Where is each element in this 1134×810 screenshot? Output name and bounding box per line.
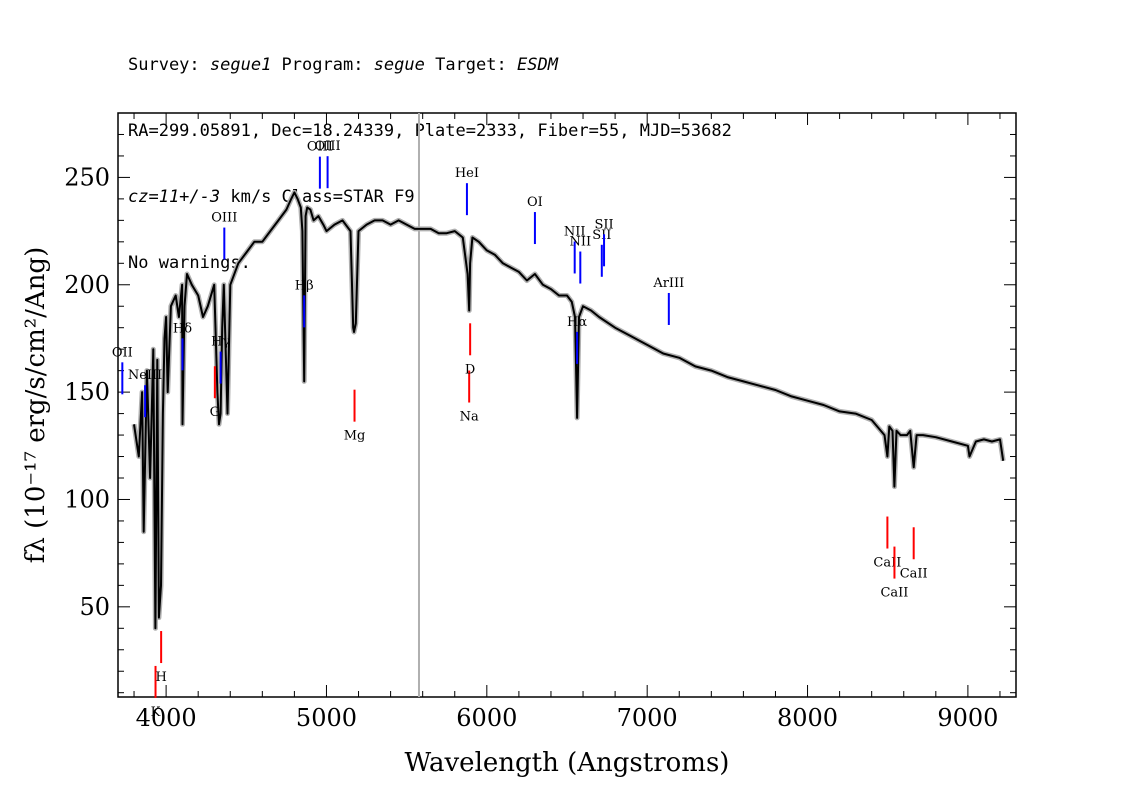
absorption-line-label: CaII (900, 566, 928, 581)
x-axis-label: Wavelength (Angstroms) (405, 748, 730, 778)
class-text: km/s Class=STAR F9 (220, 187, 415, 207)
header-line-1: Survey: segue1 Program: segue Target: ES… (128, 54, 732, 76)
absorption-line-label: Na (460, 410, 479, 425)
y-tick-label: 50 (79, 593, 110, 621)
axis-ticks: 4000 5000 6000 7000 8000 9000 50 100 150 200 250 (64, 112, 1016, 732)
emission-line-label: ArIII (652, 276, 684, 291)
target-value: ESDM (516, 55, 558, 75)
emission-line-label: NeIII (128, 368, 162, 383)
plot-frame (117, 112, 1017, 698)
x-tick-label: 9000 (937, 704, 998, 732)
emission-line-label: Hα (567, 315, 587, 330)
y-tick-label: 100 (64, 485, 110, 513)
absorption-line-label: H (155, 670, 166, 685)
emission-line-label: OIII (315, 139, 341, 154)
absorption-line-label: K (151, 705, 161, 720)
emission-line-label: Hδ (173, 321, 192, 336)
emission-line-label: HeI (455, 166, 479, 181)
emission-line-label: Hγ (211, 335, 230, 350)
x-tick-label: 5000 (296, 704, 357, 732)
y-tick-label: 250 (64, 163, 110, 191)
x-tick-label: 4000 (136, 704, 197, 732)
absorption-line-label: CaII (873, 556, 901, 571)
emission-line-label: OI (527, 195, 543, 210)
emission-line-label: NII (564, 224, 586, 239)
survey-label: Survey: (128, 55, 210, 75)
target-label: Target: (424, 55, 517, 75)
x-tick-label: 6000 (456, 704, 517, 732)
emission-line-label: OIII (211, 211, 237, 226)
x-tick-label: 7000 (617, 704, 678, 732)
absorption-line-label: G (210, 405, 220, 420)
emission-line-label: SII (594, 217, 613, 232)
y-axis-label: fλ (10⁻¹⁷ erg/s/cm²/Ang) (21, 247, 51, 563)
header-line-4: No warnings. (128, 253, 251, 273)
y-tick-label: 150 (64, 378, 110, 406)
absorption-line-label: D (465, 362, 475, 377)
header-line-2: RA=299.05891, Dec=18.24339, Plate=2333, … (128, 121, 732, 141)
survey-value: segue1 (209, 55, 272, 75)
x-tick-label: 8000 (777, 704, 838, 732)
absorption-line-label: CaII (880, 586, 908, 601)
spectrum-header: Survey: segue1 Program: segue Target: ES… (128, 10, 732, 296)
emission-line-label: Hβ (295, 278, 314, 293)
y-tick-label: 200 (64, 271, 110, 299)
redshift-value: cz=11+/-3 (128, 187, 221, 207)
emission-line-label: SII (592, 228, 611, 243)
program-value: segue (373, 55, 425, 75)
emission-line-label: OII (112, 345, 133, 360)
program-label: Program: (271, 55, 374, 75)
emission-line-label: NII (569, 235, 591, 250)
header-line-3: cz=11+/-3 km/s Class=STAR F9 (128, 186, 732, 208)
emission-line-label: OIII (307, 140, 333, 155)
spectrum-line (133, 191, 1005, 630)
absorption-line-label: Mg (344, 429, 366, 444)
